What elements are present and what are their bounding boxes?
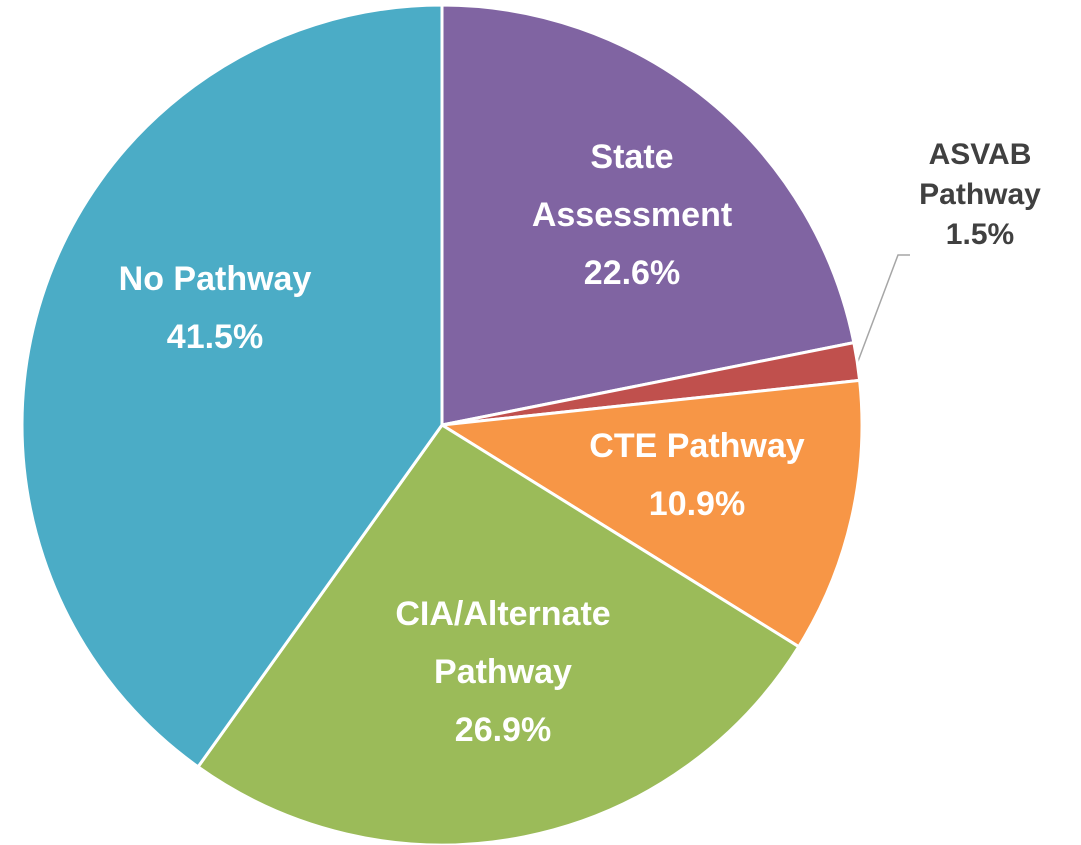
value-label: 41.5% (166, 318, 264, 356)
slice-label: ASVAB Pathway 1.5% (890, 135, 1070, 255)
category-label: CTE Pathway (589, 427, 805, 465)
slice-label: CIA/Alternate Pathway 26.9% (353, 585, 653, 759)
pie-slice (440, 3, 856, 427)
pie-slice (196, 423, 801, 845)
value-label: 1.5% (945, 218, 1015, 251)
category-label: ASVAB Pathway (919, 138, 1041, 211)
pie-slice (20, 3, 444, 769)
value-label: 26.9% (454, 711, 552, 749)
category-label: No Pathway (118, 260, 312, 298)
leader-line (856, 254, 910, 365)
value-label: 22.6% (583, 254, 681, 292)
slice-label: CTE Pathway 10.9% (547, 417, 847, 533)
slice-label: No Pathway 41.5% (105, 250, 325, 366)
value-label: 10.9% (648, 485, 746, 523)
slice-label: State Assessment 22.6% (502, 128, 762, 302)
category-label: State Assessment (531, 138, 733, 234)
pie-slice (440, 378, 864, 649)
category-label: CIA/Alternate Pathway (395, 595, 611, 691)
